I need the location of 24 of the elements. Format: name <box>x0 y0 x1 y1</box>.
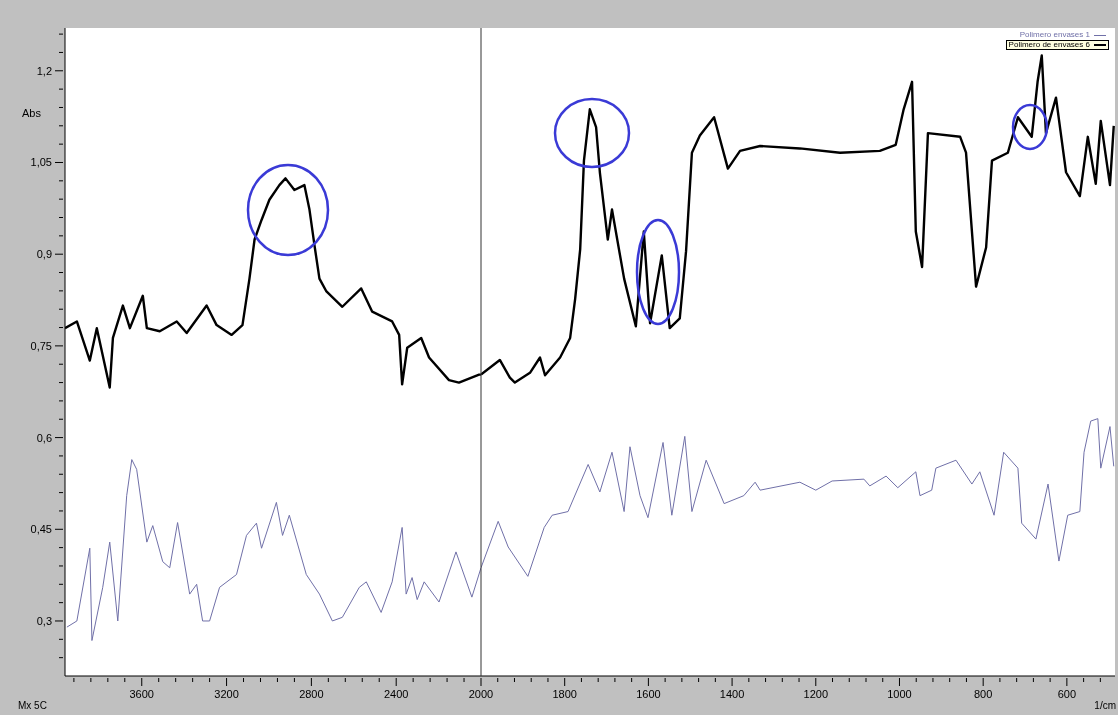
x-tick-label: 1200 <box>803 688 829 700</box>
y-tick-label: 0,45 <box>30 523 52 536</box>
x-tick-label: 2800 <box>299 688 324 700</box>
text: Mx 5C <box>18 700 47 711</box>
x-tick-label: 3200 <box>214 688 239 700</box>
x-tick-label: 2400 <box>383 688 409 700</box>
y-tick-label: 0,9 <box>36 248 52 261</box>
y-tick-label: 0,3 <box>36 614 52 627</box>
legend-label: Polimero envases 1 <box>1019 30 1090 39</box>
x-tick-label: 3600 <box>129 688 154 700</box>
x-tick-label: 1600 <box>636 688 661 700</box>
legend-label: Polimero de envases 6 <box>1008 40 1090 49</box>
x-tick-label: 1800 <box>552 688 577 700</box>
y-tick-label: 0,75 <box>30 339 52 352</box>
x-tick-label: 600 <box>1057 688 1077 700</box>
x-tick-label: 1000 <box>887 688 912 700</box>
x-axis-title: 1/cm <box>1094 700 1116 711</box>
y-tick-label: 1,2 <box>36 64 52 77</box>
y-axis-title: Abs <box>22 107 41 119</box>
x-tick-label: 2000 <box>468 688 494 700</box>
x-tick-label: 800 <box>974 688 993 700</box>
y-tick-label: 0,6 <box>36 431 52 444</box>
y-tick-label: 1,05 <box>30 156 52 169</box>
x-tick-label: 1400 <box>719 688 745 700</box>
